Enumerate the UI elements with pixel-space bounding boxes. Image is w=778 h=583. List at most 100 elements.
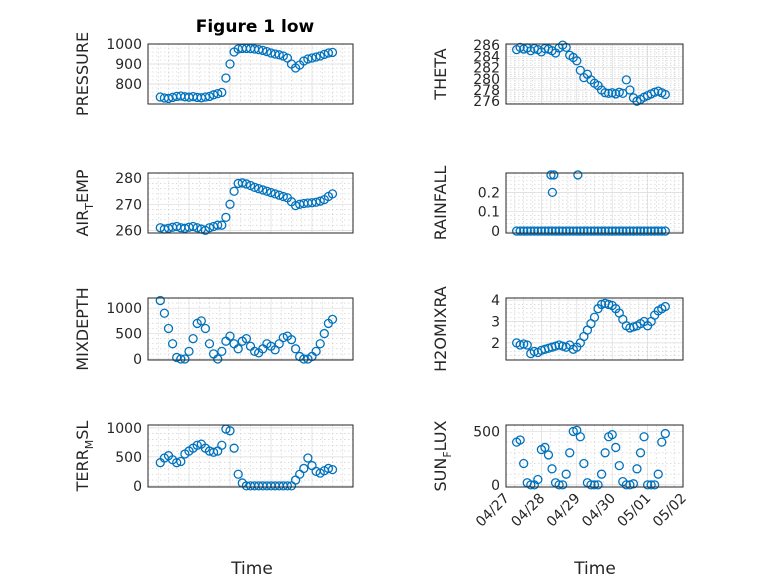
data-point — [225, 59, 235, 69]
data-point — [618, 226, 628, 236]
data-point — [217, 220, 227, 230]
data-point — [290, 344, 301, 354]
subplot-4: 0 0.1 0.2 RAINFALL — [431, 166, 684, 241]
data-point — [241, 334, 252, 344]
data-point — [625, 226, 635, 236]
data-point — [543, 450, 554, 460]
data-point — [258, 185, 268, 195]
data-point — [593, 226, 603, 236]
data-point — [614, 226, 624, 236]
data-point — [249, 182, 260, 192]
axes-frame — [505, 172, 684, 234]
data-point — [533, 226, 543, 236]
data-point — [213, 354, 223, 364]
data-point — [282, 481, 293, 491]
data-point — [646, 226, 656, 236]
data-point — [511, 226, 522, 236]
data-point — [575, 226, 585, 236]
axes-background — [506, 173, 683, 233]
subplot-1: 800 900 1000 PRESSURE — [73, 32, 354, 116]
data-point — [646, 480, 656, 490]
data-point — [274, 50, 284, 60]
y-tick-label: 0.2 — [478, 185, 500, 201]
data-point — [176, 456, 186, 467]
data-point — [155, 295, 165, 306]
data-point — [172, 458, 182, 468]
y-tick-label: 500 — [115, 327, 142, 343]
data-point — [515, 435, 525, 445]
data-point — [543, 226, 554, 236]
y-tick-label: 900 — [115, 57, 142, 73]
data-point — [632, 464, 642, 474]
axes-frame — [147, 297, 354, 361]
y-tick-label: 260 — [115, 223, 142, 239]
data-point — [557, 226, 568, 236]
y-tick-label: 4 — [491, 293, 500, 309]
data-point — [550, 226, 561, 236]
y-tick-label: 284 — [473, 49, 500, 65]
y-tick-label: 1000 — [106, 301, 142, 317]
data-point — [657, 437, 667, 447]
data-point — [607, 429, 617, 440]
data-point — [611, 226, 621, 236]
data-point — [526, 226, 536, 236]
data-point — [635, 448, 646, 458]
y-tick-label: 270 — [115, 197, 142, 213]
data-point — [204, 339, 215, 349]
data-point — [208, 447, 219, 457]
data-point — [319, 328, 329, 339]
axes-frame — [505, 43, 684, 105]
y-tick-label: 278 — [473, 83, 500, 99]
data-point — [270, 189, 280, 199]
data-point — [290, 200, 301, 211]
data-point — [278, 191, 288, 202]
data-point — [519, 458, 529, 469]
y-tick-label: 0 — [133, 479, 142, 495]
data-point — [204, 223, 215, 233]
data-point — [572, 56, 582, 66]
data-point — [217, 346, 227, 357]
y-tick-label: 276 — [473, 94, 500, 110]
y-tick-label: 280 — [115, 171, 142, 187]
data-point — [554, 480, 564, 490]
data-point — [635, 226, 646, 236]
data-point — [546, 170, 556, 180]
data-point — [533, 474, 543, 485]
data-point — [589, 312, 600, 322]
data-point — [225, 199, 235, 209]
y-tick-label: 280 — [473, 72, 500, 88]
data-point — [660, 301, 670, 312]
data-point — [579, 458, 589, 469]
data-point — [307, 53, 317, 63]
y-axis-label: TERRMSL — [73, 421, 96, 493]
data-point — [184, 346, 194, 357]
data-point — [286, 335, 297, 345]
subplot-5: 0 500 1000 MIXDEPTH — [73, 287, 354, 371]
data-point — [278, 332, 288, 343]
data-point — [593, 480, 603, 490]
y-tick-label: 0.1 — [478, 205, 500, 221]
data-point — [607, 226, 617, 236]
series-markers — [155, 43, 338, 104]
data-point — [579, 226, 589, 236]
data-point — [549, 170, 559, 180]
data-point — [233, 469, 243, 479]
data-point — [299, 463, 309, 474]
data-point — [565, 448, 575, 458]
data-point — [529, 226, 539, 236]
data-point — [621, 75, 632, 85]
data-point — [522, 226, 532, 236]
y-axis-label: RAINFALL — [431, 166, 450, 241]
y-tick-label: 500 — [473, 424, 500, 440]
y-tick-label: 282 — [473, 61, 500, 77]
data-point — [213, 220, 223, 230]
series-markers — [155, 295, 338, 364]
data-point — [180, 354, 190, 364]
data-point — [547, 187, 558, 198]
series-markers — [511, 170, 670, 236]
data-point — [274, 190, 284, 200]
y-tick-label: 800 — [115, 77, 142, 93]
data-point — [204, 91, 215, 102]
data-point — [589, 480, 600, 490]
data-point — [176, 354, 186, 364]
